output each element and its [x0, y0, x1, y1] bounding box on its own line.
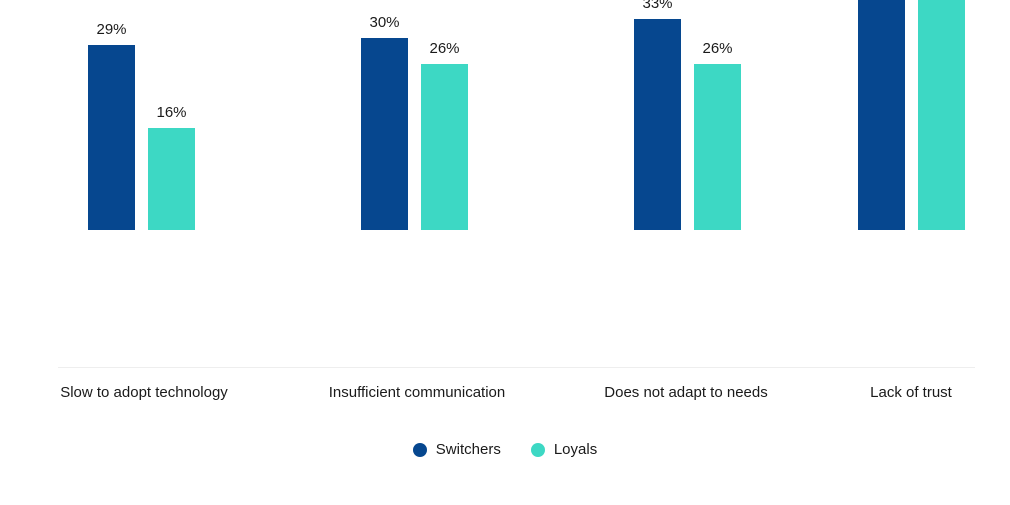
- legend-item-switchers[interactable]: Switchers: [412, 441, 501, 459]
- bar-value-switchers: 33%: [642, 0, 673, 12]
- bar-wrap-loyals[interactable]: 46%: [918, 0, 965, 230]
- chart-legend: Switchers Loyals: [0, 441, 1010, 459]
- bar-wrap-switchers[interactable]: 33%: [634, 0, 681, 230]
- bar-value-switchers: 29%: [96, 21, 127, 38]
- bar-value-loyals: 26%: [702, 40, 733, 57]
- category-label: Does not adapt to needs: [604, 384, 768, 401]
- x-axis-baseline: [58, 367, 975, 368]
- bar-value-loyals: 16%: [156, 104, 187, 121]
- bar-value-loyals: 26%: [429, 40, 460, 57]
- legend-label: Loyals: [553, 441, 598, 458]
- bar-wrap-switchers[interactable]: 40%: [858, 0, 905, 230]
- bar-loyals[interactable]: [148, 128, 195, 230]
- category-label: Slow to adopt technology: [60, 384, 228, 401]
- bar-wrap-loyals[interactable]: 16%: [148, 104, 195, 230]
- category-label: Insufficient communication: [328, 384, 506, 401]
- legend-item-loyals[interactable]: Loyals: [530, 441, 598, 459]
- bar-wrap-switchers[interactable]: 29%: [88, 21, 135, 230]
- legend-swatch-icon: [530, 443, 545, 457]
- bar-switchers[interactable]: [361, 38, 408, 230]
- bar-wrap-loyals[interactable]: 26%: [421, 40, 468, 230]
- bar-value-switchers: 30%: [369, 14, 400, 31]
- bar-switchers[interactable]: [88, 45, 135, 230]
- bar-wrap-loyals[interactable]: 26%: [694, 40, 741, 230]
- legend-swatch-icon: [412, 443, 427, 457]
- bar-wrap-switchers[interactable]: 30%: [361, 14, 408, 230]
- bar-switchers[interactable]: [634, 19, 681, 230]
- category-label: Lack of trust: [870, 384, 952, 401]
- plot-area: 29% 16% Slow to adopt technology 30% 26%…: [58, 0, 975, 401]
- bar-loyals[interactable]: [918, 0, 965, 230]
- bar-loyals[interactable]: [694, 64, 741, 230]
- bar-loyals[interactable]: [421, 64, 468, 230]
- bar-switchers[interactable]: [858, 0, 905, 230]
- legend-label: Switchers: [435, 441, 501, 458]
